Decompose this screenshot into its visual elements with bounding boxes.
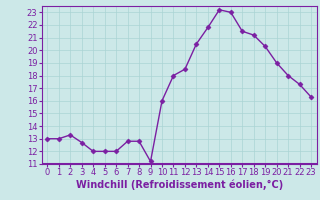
- X-axis label: Windchill (Refroidissement éolien,°C): Windchill (Refroidissement éolien,°C): [76, 180, 283, 190]
